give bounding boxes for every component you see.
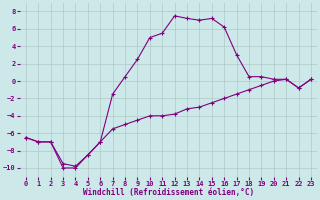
X-axis label: Windchill (Refroidissement éolien,°C): Windchill (Refroidissement éolien,°C) — [83, 188, 254, 197]
